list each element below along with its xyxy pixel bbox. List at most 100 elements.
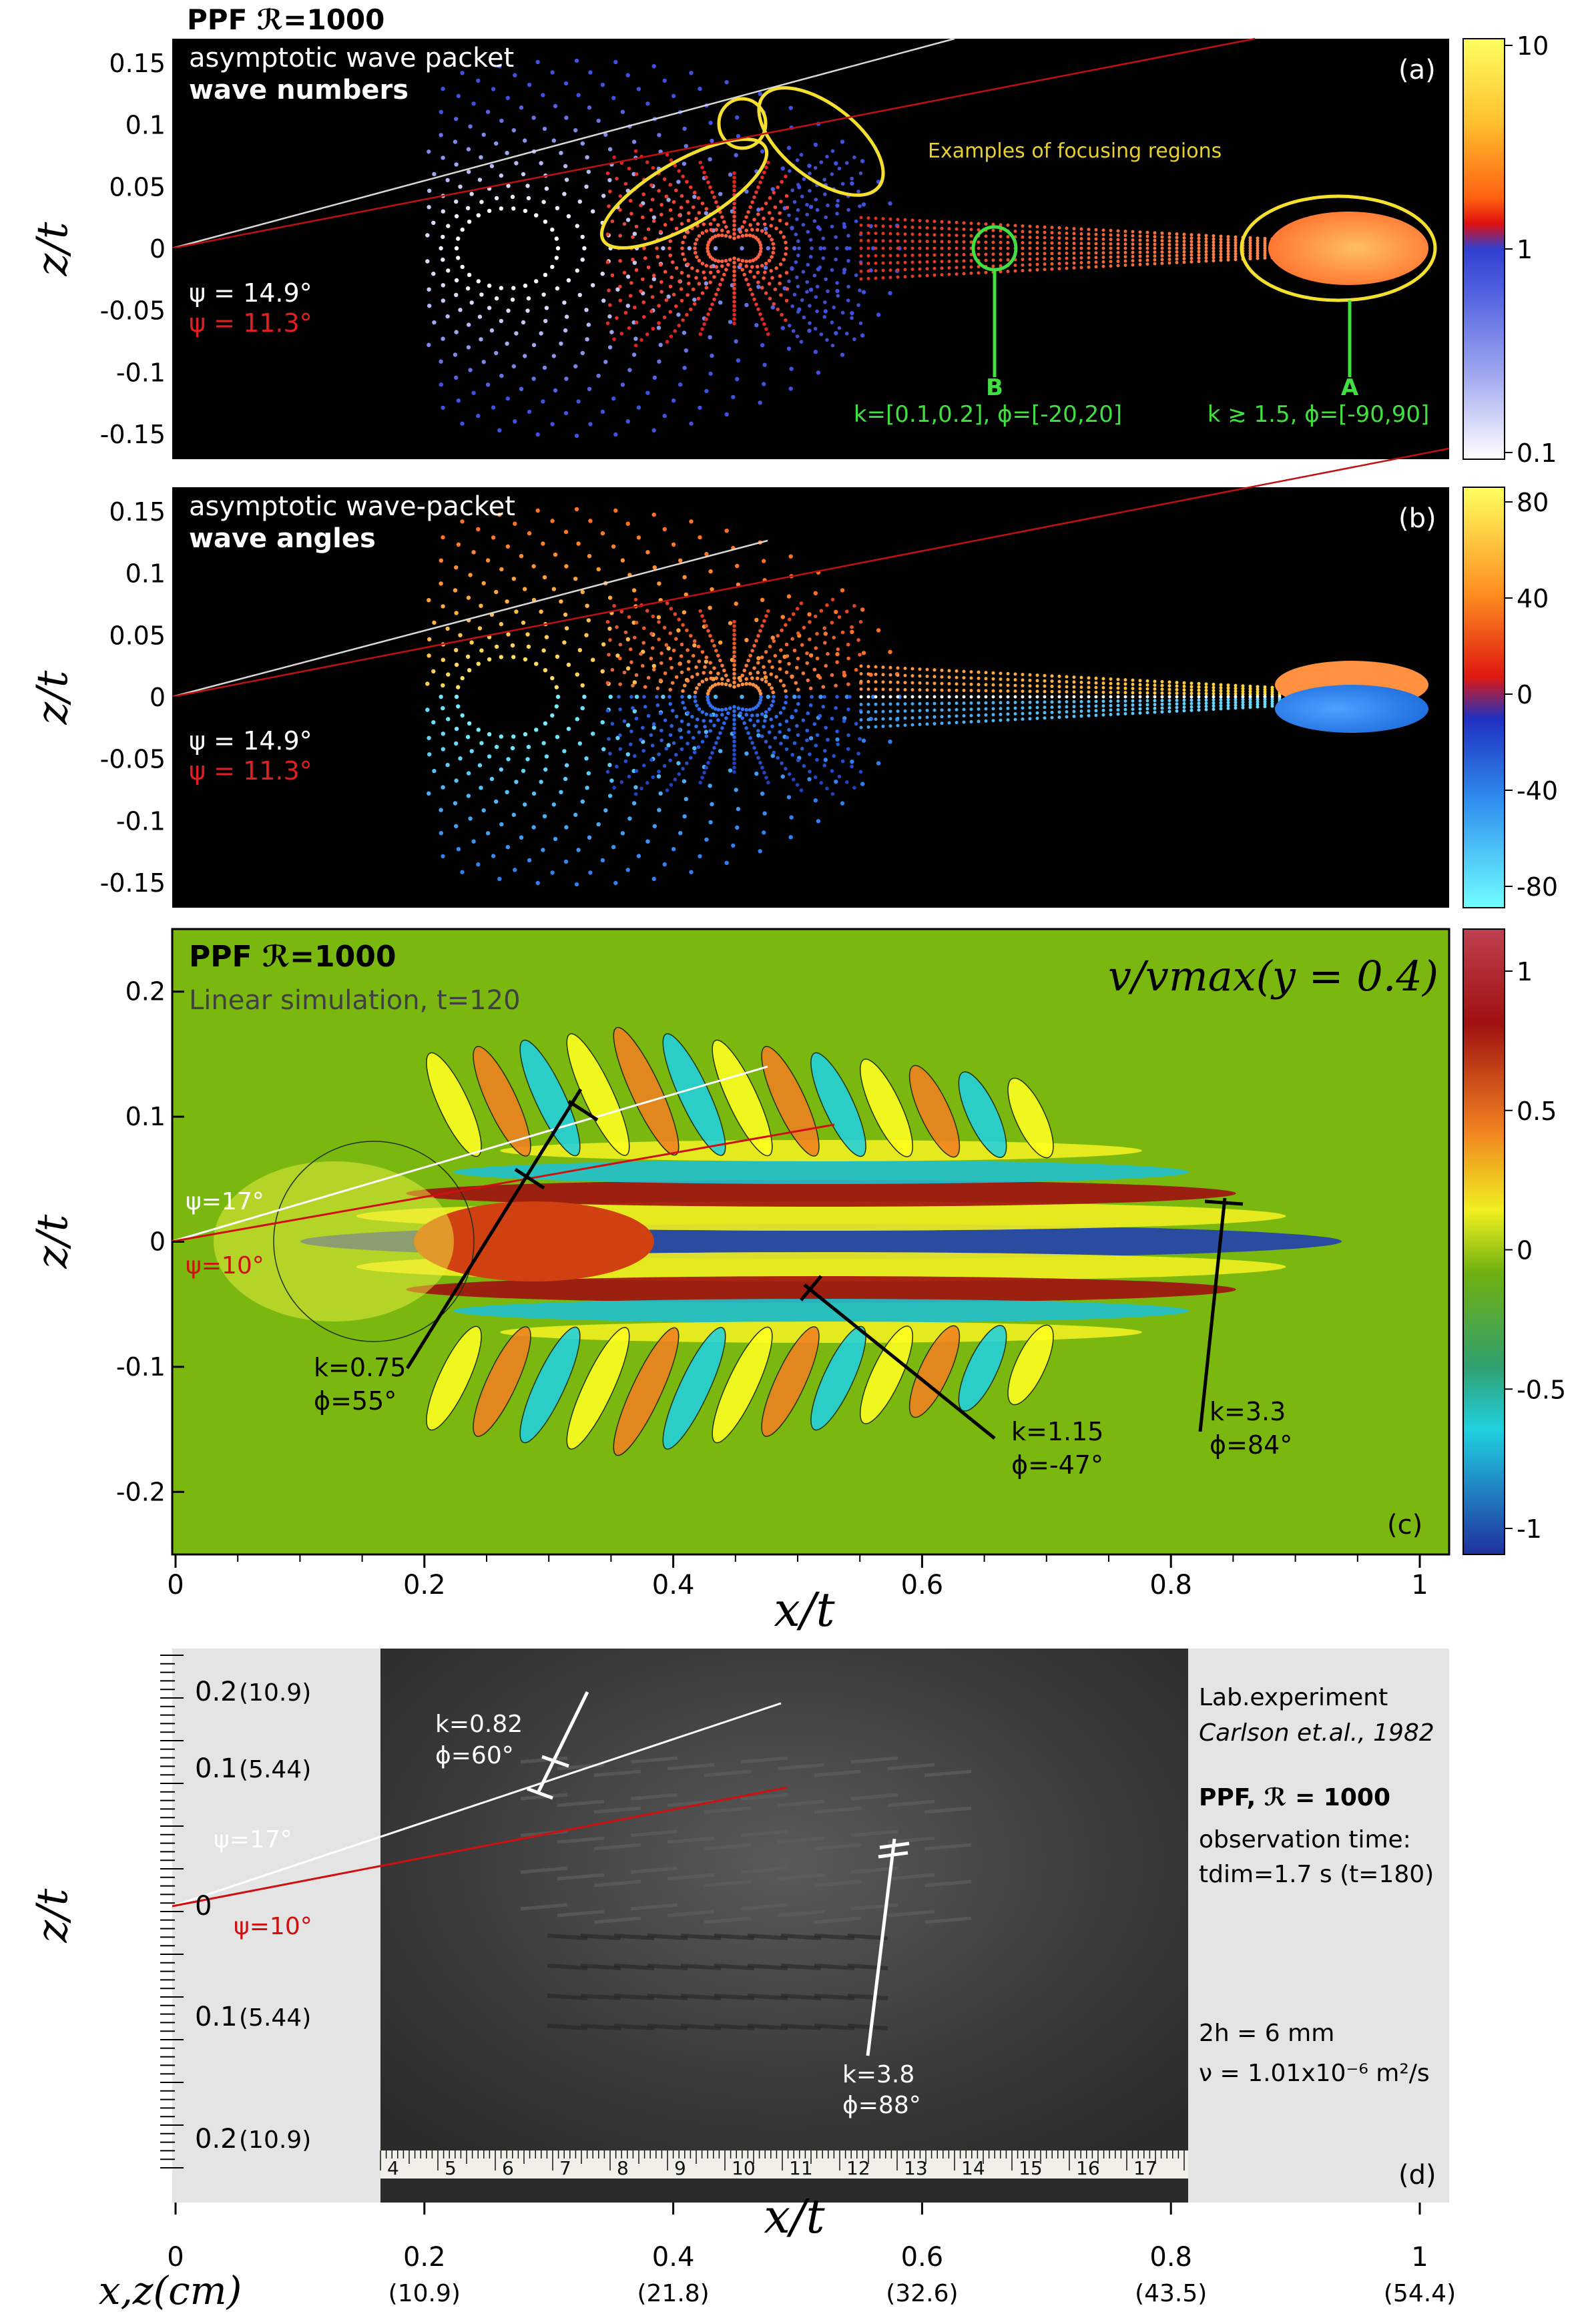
wave-point [799, 340, 804, 344]
wave-point [999, 264, 1003, 268]
wave-point [487, 306, 492, 310]
wave-point [541, 200, 546, 204]
wave-point [881, 261, 885, 265]
wave-point [636, 535, 641, 540]
wave-point [613, 432, 618, 437]
wave-point [955, 669, 959, 673]
wave-point [940, 266, 944, 270]
wave-point [1131, 246, 1135, 250]
wave-point [454, 330, 459, 334]
wave-point [732, 748, 736, 752]
marker-k075-tick1 [567, 1099, 599, 1122]
panel-c-x-ticks: 0 0.2 0.4 0.6 0.8 1 [167, 1554, 1428, 1601]
wave-point [441, 535, 445, 540]
wave-point [657, 620, 661, 624]
wave-point [808, 703, 813, 707]
wave-point [432, 620, 437, 625]
wave-point [445, 314, 450, 319]
wave-point [646, 227, 651, 232]
wave-point [553, 103, 558, 109]
y-tick-label: 0.1 [195, 2002, 238, 2032]
wave-point [618, 733, 622, 738]
annotation-k33: k=3.3 [1210, 1397, 1286, 1426]
wave-point [1175, 239, 1179, 243]
wave-point [754, 772, 759, 776]
wave-point [1175, 687, 1179, 691]
wave-point [824, 726, 828, 730]
wave-point [476, 78, 481, 83]
wave-point [1175, 695, 1179, 699]
wave-point [722, 272, 726, 277]
wave-point [999, 258, 1003, 262]
wave-point [977, 265, 981, 269]
photo-streak [780, 1964, 822, 1970]
wave-point [700, 291, 705, 296]
field-contour [473, 1046, 531, 1157]
wave-point [825, 338, 829, 342]
wave-point [612, 604, 616, 608]
wave-point [460, 264, 465, 270]
wave-point [881, 239, 885, 243]
wave-point [651, 215, 656, 220]
wave-point [796, 239, 800, 244]
wave-point [446, 717, 451, 721]
wave-point [1094, 242, 1098, 246]
wave-point [732, 735, 736, 740]
wave-point [633, 336, 638, 341]
y-tick-label: -0.05 [100, 745, 166, 774]
wave-point [700, 166, 704, 170]
wave-packet-head-lower [1275, 685, 1428, 733]
wave-point [613, 880, 618, 886]
wave-point [1050, 252, 1054, 256]
wave-point [623, 182, 628, 186]
wave-point [736, 235, 741, 239]
wave-point [1043, 700, 1047, 704]
wave-point [962, 682, 966, 686]
photo-streak [924, 1769, 972, 1777]
wave-point [645, 781, 649, 785]
wave-point [519, 835, 524, 840]
wave-point [499, 118, 504, 123]
wave-point [1182, 243, 1186, 247]
wave-point [999, 270, 1003, 274]
wave-point [861, 738, 866, 743]
wave-point [1109, 703, 1113, 707]
wave-point [752, 746, 756, 750]
wave-point [910, 240, 914, 243]
wave-point [696, 717, 700, 721]
wave-point [903, 246, 907, 250]
wave-point [1153, 687, 1157, 691]
wave-point [760, 229, 764, 233]
x-tick-label: 0.4 [652, 2242, 695, 2273]
wave-point [704, 264, 709, 268]
wave-point [732, 633, 736, 637]
wave-point [544, 635, 549, 639]
wave-point [999, 677, 1003, 681]
wave-point [658, 230, 663, 234]
wave-point [716, 718, 720, 722]
y-tick-label: 0 [195, 1891, 212, 1922]
wave-point [1094, 228, 1098, 232]
wave-point [491, 535, 496, 540]
wave-point [555, 735, 560, 740]
wave-point [740, 246, 744, 251]
wave-point [1204, 701, 1208, 705]
wave-point [977, 689, 981, 693]
wave-point [631, 139, 637, 144]
wave-point [830, 716, 834, 721]
wave-point [1160, 679, 1164, 683]
panel-b-data-points [425, 507, 1428, 887]
wave-point [469, 192, 474, 196]
wave-point [788, 554, 793, 559]
wave-point [779, 648, 783, 652]
wave-point [684, 592, 689, 597]
wave-point [742, 668, 746, 673]
wave-point [991, 671, 995, 675]
wave-point [611, 95, 616, 100]
wave-point [860, 782, 865, 786]
wave-point [888, 680, 892, 684]
wave-point [623, 759, 628, 764]
wave-point [850, 625, 854, 629]
wave-point [744, 228, 748, 233]
wave-point [1138, 234, 1142, 238]
